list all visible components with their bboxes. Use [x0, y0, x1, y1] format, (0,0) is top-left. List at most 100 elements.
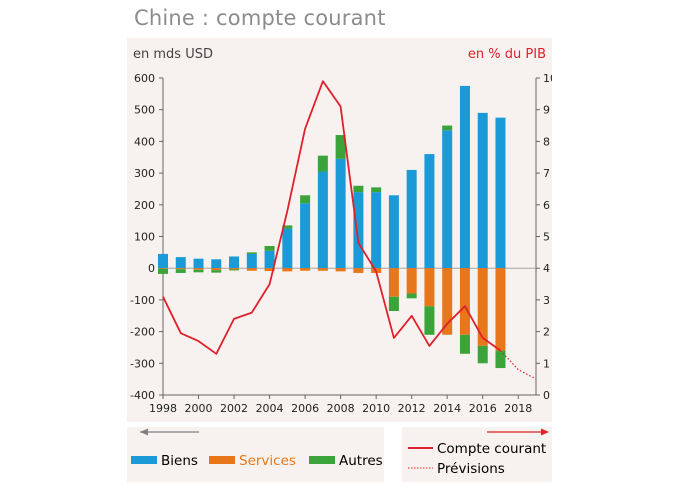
bar-biens: [459, 85, 470, 269]
bar-services: [246, 268, 257, 271]
bar-services: [158, 268, 168, 269]
right-tick-label: 6: [543, 199, 550, 212]
left-axis-title: en mds USD: [133, 47, 213, 62]
x-tick-label: 2002: [220, 402, 248, 415]
bar-biens: [246, 253, 257, 269]
bar-autres: [264, 246, 275, 251]
bar-autres: [282, 225, 293, 229]
legend-autres-swatch: [309, 456, 335, 464]
right-axis-title: en % du PIB: [468, 47, 546, 62]
legend-compte-courant-label: Compte courant: [437, 441, 546, 457]
bar-biens: [211, 259, 222, 269]
bar-autres: [477, 345, 488, 364]
left-arrow-icon: [140, 428, 148, 436]
bar-autres: [317, 155, 328, 172]
x-tick-label: 2016: [469, 402, 497, 415]
legend-right-panel: Compte courant Prévisions: [402, 427, 552, 482]
bar-services: [388, 268, 399, 297]
bar-autres: [229, 269, 240, 271]
legend-left-svg: Biens Services Autres: [131, 428, 383, 469]
x-tick-label: 1998: [149, 402, 177, 415]
bar-autres: [388, 296, 399, 311]
bar-services: [317, 268, 328, 271]
right-tick-label: 7: [543, 167, 550, 180]
bar-biens: [442, 130, 453, 269]
bar-autres: [300, 195, 311, 204]
bar-biens: [406, 169, 417, 269]
bar-autres: [353, 185, 364, 193]
bar-services: [193, 268, 204, 270]
bar-biens: [371, 192, 382, 269]
bar-services: [229, 268, 240, 270]
bar-autres: [371, 187, 382, 193]
x-tick-label: 2008: [327, 402, 355, 415]
left-tick-label: 600: [134, 72, 155, 85]
legend-left-panel: Biens Services Autres: [127, 427, 384, 482]
right-tick-label: 8: [543, 135, 550, 148]
bar-autres: [424, 306, 435, 335]
left-tick-label: 200: [134, 199, 155, 212]
x-tick-label: 2018: [504, 402, 532, 415]
chart-plot: en mds USD en % du PIB6005004003002001000…: [130, 47, 552, 415]
bar-biens: [477, 112, 488, 269]
x-tick-label: 2004: [256, 402, 284, 415]
left-tick-label: -200: [130, 326, 155, 339]
bar-autres: [335, 135, 346, 159]
bar-services: [406, 268, 417, 294]
legend-autres-label: Autres: [339, 453, 383, 469]
legend-biens-label: Biens: [161, 453, 198, 469]
bar-services: [175, 268, 186, 270]
bar-biens: [317, 171, 328, 269]
chart-panel: en mds USD en % du PIB 600 500 400 300 200 100 0…: [127, 38, 552, 422]
left-tick-label: 400: [134, 135, 155, 148]
right-tick-label: 2: [543, 326, 550, 339]
compte-courant-line: [162, 80, 502, 355]
bar-services: [353, 268, 364, 273]
left-tick-label: -400: [130, 389, 155, 402]
bar-biens: [300, 203, 311, 269]
bar-biens: [495, 117, 506, 269]
bar-autres: [193, 269, 204, 273]
legend-biens-swatch: [131, 456, 157, 464]
legend-services-swatch: [209, 456, 235, 464]
bar-services: [211, 268, 222, 271]
bar-biens: [264, 250, 275, 269]
bar-biens: [282, 228, 293, 269]
bar-services: [424, 268, 435, 307]
bar-autres: [442, 125, 453, 131]
left-tick-label: 0: [148, 262, 155, 275]
bar-biens: [175, 257, 186, 269]
chart-title: Chine : compte courant: [134, 6, 386, 30]
bar-biens: [353, 192, 364, 269]
bar-biens: [388, 195, 399, 269]
x-tick-label: 2012: [398, 402, 426, 415]
right-tick-label: 10: [543, 72, 552, 85]
bar-services: [335, 268, 346, 272]
right-arrow-icon: [541, 428, 549, 436]
bar-services: [459, 268, 470, 335]
bar-biens: [335, 158, 346, 269]
bar-autres: [406, 293, 417, 299]
left-tick-label: -300: [130, 357, 155, 370]
x-tick-label: 2000: [185, 402, 213, 415]
right-tick-label: 4: [543, 262, 550, 275]
bar-autres: [175, 269, 186, 273]
bar-biens: [158, 253, 168, 269]
bar-services: [282, 268, 293, 272]
x-tick-label: 2006: [291, 402, 319, 415]
bar-biens: [229, 256, 240, 269]
right-tick-label: 9: [543, 104, 550, 117]
bar-services: [495, 268, 506, 351]
bar-services: [477, 268, 488, 346]
bar-autres: [246, 252, 257, 254]
x-tick-label: 2014: [433, 402, 461, 415]
bar-biens: [424, 154, 435, 269]
bar-services: [442, 268, 453, 335]
previsions-line: [500, 350, 537, 380]
legend-previsions-label: Prévisions: [437, 461, 505, 477]
bar-autres: [158, 268, 168, 274]
right-tick-label: 1: [543, 357, 550, 370]
left-tick-label: 300: [134, 167, 155, 180]
bar-autres: [211, 270, 222, 273]
right-tick-label: 5: [543, 231, 550, 244]
